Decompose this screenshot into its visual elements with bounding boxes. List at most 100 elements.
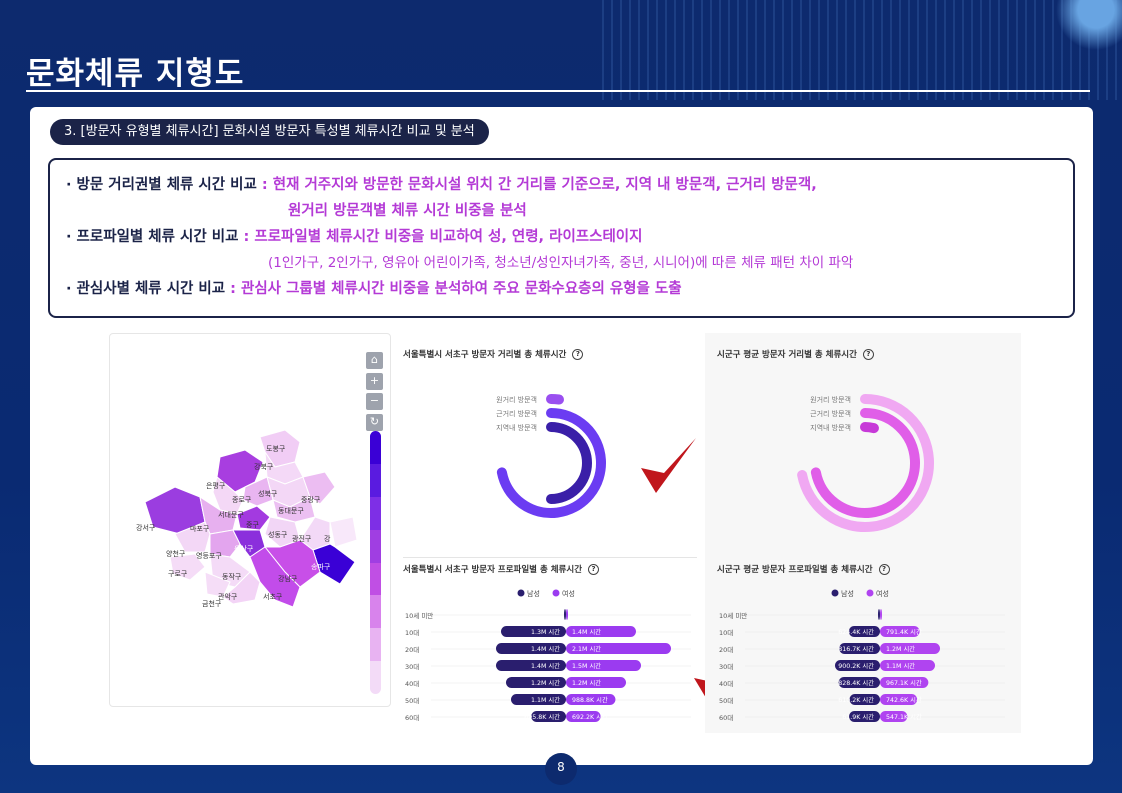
map-district-label: 양천구: [166, 550, 186, 558]
radial-bar-label: 지역내 방문객: [496, 423, 537, 432]
map-zoom-out-button[interactable]: −: [366, 393, 383, 410]
female-bar[interactable]: [880, 643, 940, 654]
radial-bar[interactable]: [546, 422, 592, 504]
radial-bar[interactable]: [546, 394, 565, 405]
map-district-label: 도봉구: [266, 445, 286, 453]
map-district-label: 서대문구: [218, 511, 244, 519]
male-bar[interactable]: [849, 694, 880, 705]
radial-bar[interactable]: [496, 408, 606, 518]
female-bar[interactable]: [566, 694, 616, 705]
desc-line-3-body: : 관심사 그룹별 체류시간 비중을 분석하여 주요 문화수요층의 유형을 도출: [225, 281, 682, 297]
legend-marker: [831, 589, 839, 597]
desc-line-2-body: : 프로파일별 체류시간 비중을 비교하여 성, 연령, 라이프스테이지: [238, 229, 643, 245]
age-group-label: 30대: [719, 663, 733, 671]
female-bar[interactable]: [566, 677, 626, 688]
map-district-label: 동작구: [222, 573, 242, 581]
female-bar[interactable]: [566, 711, 601, 722]
radial-bar[interactable]: [797, 394, 934, 532]
distance-chart-average-title-text: 시군구 평균 방문자 거리별 총 체류시간: [717, 350, 857, 360]
male-bar[interactable]: [564, 609, 566, 620]
desc-line-2-head: · 프로파일별 체류 시간 비교: [66, 229, 239, 245]
female-bar[interactable]: [880, 626, 920, 637]
age-group-label: 20대: [719, 646, 733, 654]
section-label: 3. [방문자 유형별 체류시간] 문화시설 방문자 특성별 체류시간 비교 및…: [50, 119, 489, 145]
female-bar[interactable]: [880, 694, 918, 705]
age-group-label: 10세 미만: [719, 611, 747, 620]
male-bar[interactable]: [511, 694, 566, 705]
seoul-district-map[interactable]: [125, 422, 375, 622]
male-bar[interactable]: [878, 609, 880, 620]
female-bar[interactable]: [880, 677, 929, 688]
distance-chart-seocho-title-text: 서울특별시 서초구 방문자 거리별 총 체류시간: [403, 350, 567, 360]
legend-swatch: [370, 431, 381, 464]
map-district-label: 종로구: [232, 496, 252, 504]
male-bar[interactable]: [838, 677, 880, 688]
female-bar[interactable]: [566, 643, 671, 654]
map-district-label: 마포구: [190, 525, 210, 533]
female-bar[interactable]: [880, 711, 908, 722]
legend-swatch: [370, 628, 381, 662]
header-decoration: [602, 0, 1122, 100]
female-bar-label: 547.1K 시간: [886, 712, 922, 721]
male-bar[interactable]: [849, 711, 880, 722]
help-icon[interactable]: ?: [588, 564, 600, 575]
male-bar-label: 1.4M 시간: [531, 644, 560, 653]
radial-bar[interactable]: [810, 408, 920, 518]
male-bar[interactable]: [496, 643, 566, 654]
map-district-label: 강북구: [254, 463, 274, 471]
desc-line-1: · 방문 거리권별 체류 시간 비교 : 현재 거주지와 방문한 문화시설 위치…: [66, 172, 1057, 198]
map-color-legend: [370, 431, 381, 694]
female-bar-label: 1.1M 시간: [886, 661, 915, 670]
legend-label: 남성: [527, 589, 540, 598]
desc-line-2: · 프로파일별 체류 시간 비교 : 프로파일별 체류시간 비중을 비교하여 성…: [66, 224, 1057, 250]
female-bar[interactable]: [880, 660, 935, 671]
map-district-label: 동대문구: [278, 507, 304, 515]
map-district-label: 강서구: [136, 524, 156, 532]
male-bar[interactable]: [531, 711, 566, 722]
map-district-label: 구로구: [168, 570, 188, 578]
female-bar-label: 967.1K 시간: [886, 678, 922, 687]
female-bar[interactable]: [880, 609, 882, 620]
female-bar-label: 1.4M 시간: [572, 627, 601, 636]
profile-chart-average-title-text: 시군구 평균 방문자 프로파일별 총 체류시간: [717, 565, 873, 575]
desc-line-1-cont: 원거리 방문객별 체류 시간 비중을 분석: [288, 203, 527, 219]
distance-chart-seocho-panel: 서울특별시 서초구 방문자 거리별 총 체류시간? 원거리 방문객 근거리 방문객…: [391, 333, 749, 733]
female-bar[interactable]: [566, 660, 641, 671]
male-bar[interactable]: [848, 626, 880, 637]
profile-bar-chart-seocho: 남성 여성 10세 미만 10대 1.3M 시간 1.4M 시간 20대 1.4M 시간 2.1…: [405, 589, 691, 722]
desc-line-3-head: · 관심사별 체류 시간 비교: [66, 281, 226, 297]
map-district-label: 용산구: [234, 545, 254, 553]
help-icon[interactable]: ?: [878, 564, 890, 575]
male-bar[interactable]: [839, 643, 880, 654]
radial-bar[interactable]: [860, 422, 879, 434]
map-district-label: 중랑구: [301, 496, 321, 504]
map-refresh-button[interactable]: ↻: [366, 414, 383, 431]
legend-swatch: [370, 562, 381, 596]
legend-swatch: [370, 496, 381, 530]
map-home-button[interactable]: ⌂: [366, 352, 383, 369]
map-zoom-in-button[interactable]: +: [366, 373, 383, 390]
radial-bar-label: 근거리 방문객: [810, 409, 851, 418]
map-district-label: 서초구: [263, 593, 283, 601]
help-icon[interactable]: ?: [572, 349, 584, 360]
female-bar[interactable]: [566, 626, 636, 637]
map-district-label: 송파구: [311, 563, 331, 571]
female-bar-label: 988.8K 시간: [572, 695, 608, 704]
male-bar[interactable]: [496, 660, 566, 671]
legend-label: 남성: [841, 589, 854, 598]
male-bar[interactable]: [506, 677, 566, 688]
male-bar[interactable]: [501, 626, 566, 637]
profile-chart-average-title: 시군구 평균 방문자 프로파일별 총 체류시간?: [717, 563, 890, 575]
help-icon[interactable]: ?: [862, 349, 874, 360]
legend-swatch: [370, 595, 381, 629]
female-bar[interactable]: [566, 609, 568, 620]
profile-chart-seocho-title-text: 서울특별시 서초구 방문자 프로파일별 총 체류시간: [403, 565, 583, 575]
age-group-label: 10세 미만: [405, 611, 433, 620]
female-bar-label: 791.4K 시간: [886, 627, 922, 636]
legend-label: 여성: [876, 589, 889, 598]
female-bar-label: 1.2M 시간: [572, 678, 601, 687]
map-district-label: 성동구: [268, 531, 288, 539]
male-bar-label: 900.2K 시간: [838, 661, 874, 670]
male-bar[interactable]: [834, 660, 880, 671]
